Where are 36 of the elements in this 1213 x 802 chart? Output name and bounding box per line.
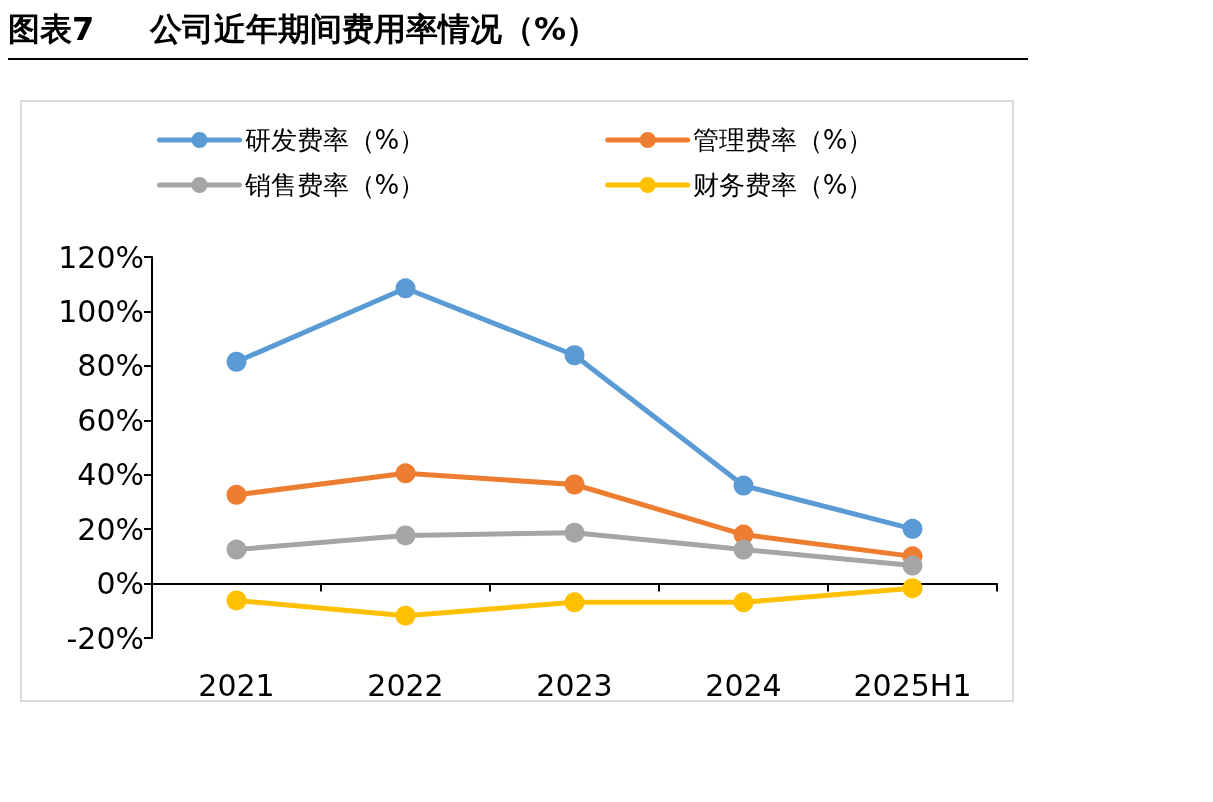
point	[226, 484, 247, 505]
point	[226, 590, 247, 611]
point	[395, 278, 416, 299]
y-tick-label: 100%	[58, 293, 144, 329]
point	[395, 605, 416, 626]
legend-label: 研发费率（%）	[244, 125, 426, 155]
y-tick-label: 60%	[77, 402, 144, 438]
point	[902, 578, 923, 599]
point	[395, 525, 416, 546]
point	[733, 592, 754, 613]
y-tick-label: 20%	[77, 511, 144, 547]
legend-label: 管理费率（%）	[692, 125, 874, 155]
point	[564, 345, 585, 366]
legend-label: 财务费率（%）	[692, 170, 874, 200]
x-tick-label: 2024	[705, 667, 782, 703]
point	[564, 522, 585, 543]
chart-title: 图表7 公司近年期间费用率情况（%）	[8, 8, 1028, 60]
y-tick-label: 40%	[77, 457, 144, 493]
point	[902, 518, 923, 539]
legend-label: 销售费率（%）	[243, 170, 426, 200]
point	[733, 475, 754, 496]
x-tick-label: 2025H1	[853, 667, 972, 703]
point	[902, 555, 923, 576]
point	[226, 351, 247, 372]
point	[395, 463, 416, 484]
point	[564, 474, 585, 495]
x-tick-label: 2021	[198, 667, 275, 703]
y-tick-label: 80%	[77, 348, 144, 384]
point	[564, 592, 585, 613]
point	[733, 539, 754, 560]
x-tick-label: 2023	[536, 667, 613, 703]
y-tick-label: -20%	[66, 620, 144, 656]
y-tick-label: 0%	[96, 566, 144, 602]
x-tick-label: 2022	[367, 667, 444, 703]
y-tick-label: 120%	[58, 239, 144, 275]
point	[226, 539, 247, 560]
